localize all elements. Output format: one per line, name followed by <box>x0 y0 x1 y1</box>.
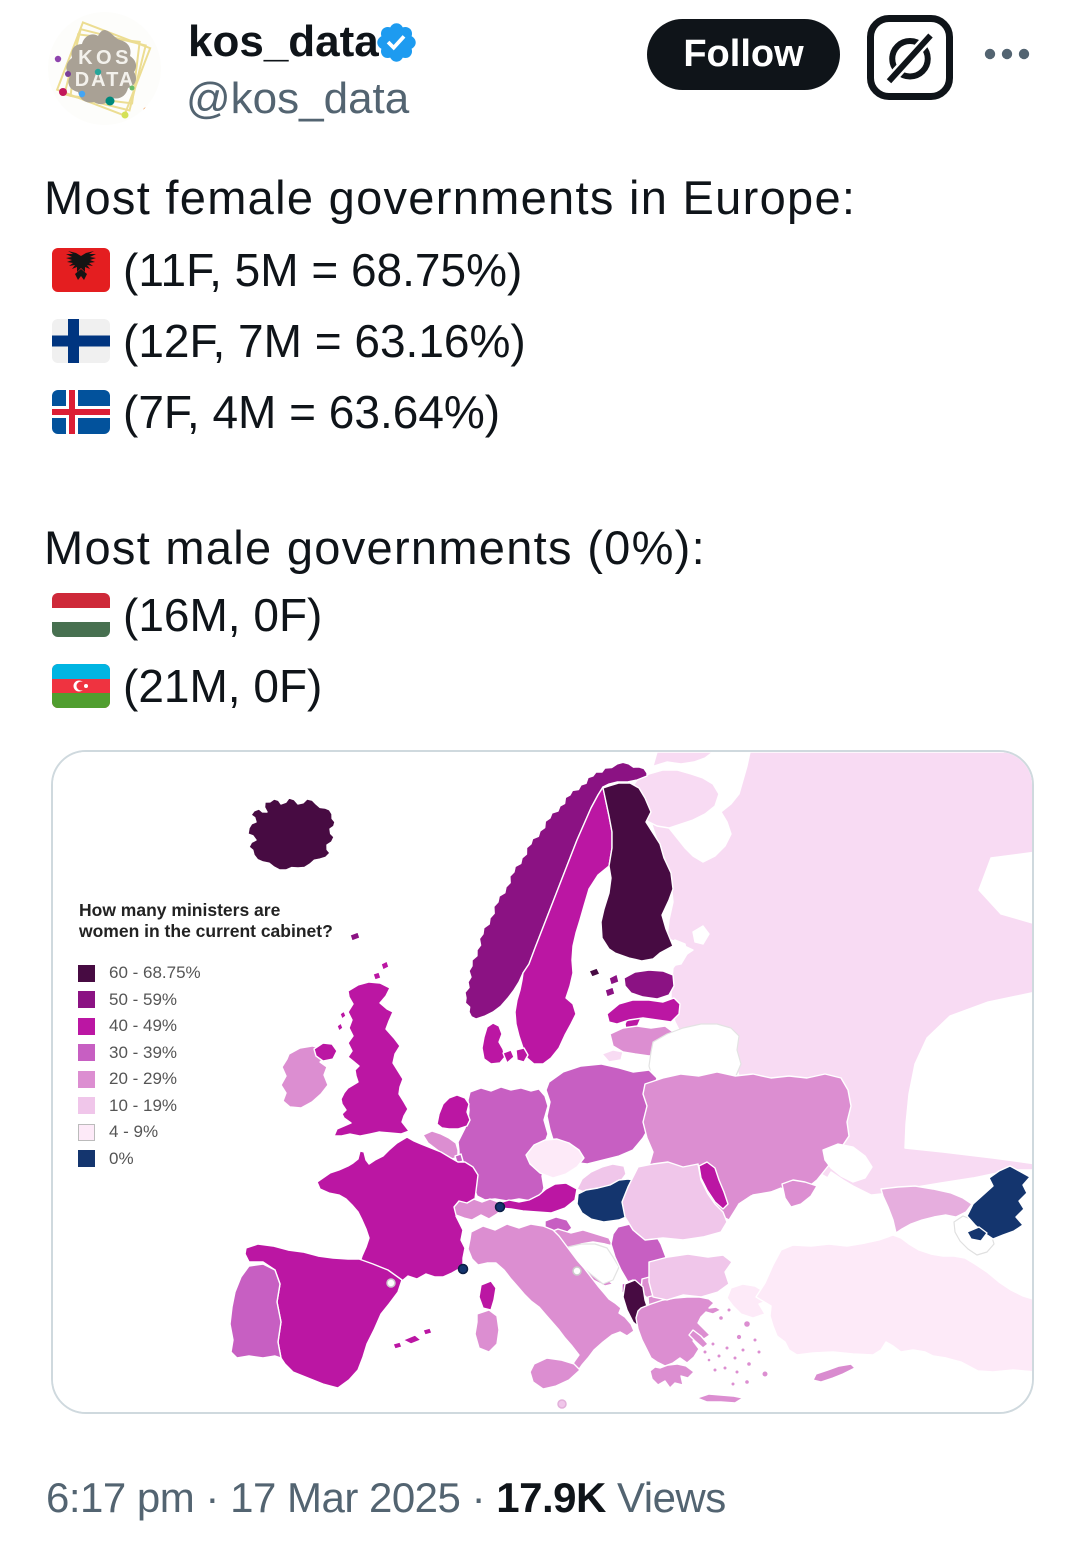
svg-text:DATA: DATA <box>75 69 136 91</box>
svg-text:KOS: KOS <box>78 47 132 69</box>
